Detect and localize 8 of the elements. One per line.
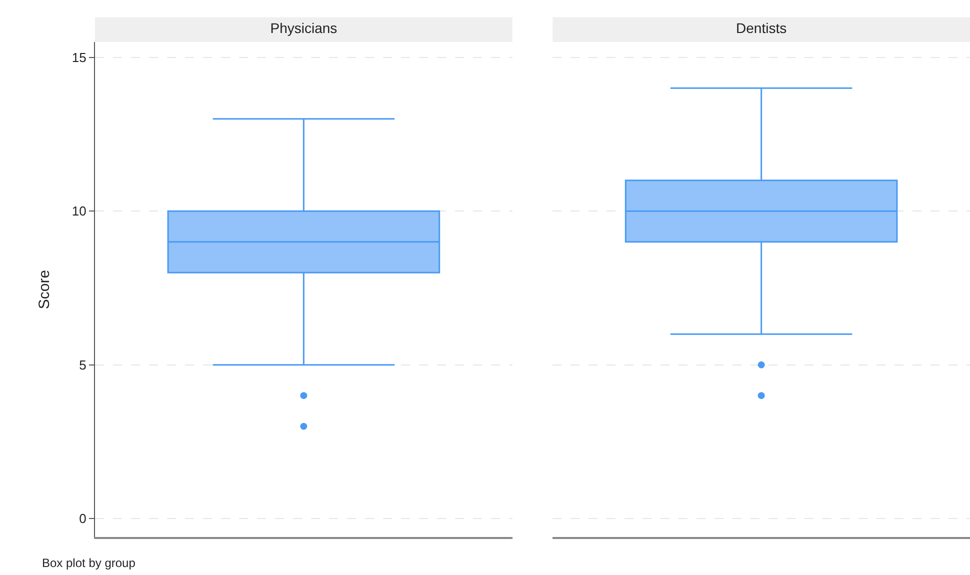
- y-tick-label: 5: [79, 357, 86, 372]
- y-tick-label: 0: [79, 511, 86, 526]
- text: Box plot by group: [42, 556, 136, 570]
- y-tick-label: 15: [72, 50, 86, 65]
- y-tick-label: 10: [72, 204, 86, 219]
- y-axis-title: Score: [36, 270, 54, 310]
- x-tick-label: Physicians: [270, 20, 338, 36]
- x-tick-label: Dentists: [736, 20, 787, 36]
